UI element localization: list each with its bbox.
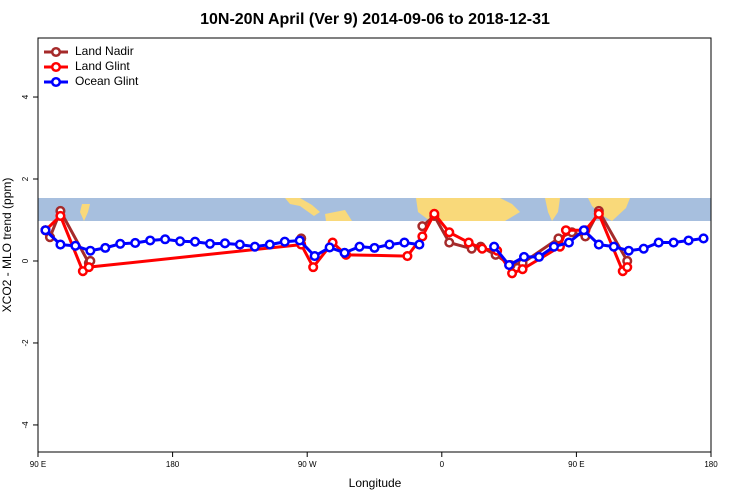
- point: [504, 260, 515, 271]
- legend-label: Land Nadir: [75, 44, 134, 58]
- point: [563, 237, 574, 248]
- point: [384, 239, 395, 250]
- point: [560, 225, 571, 236]
- point: [324, 242, 335, 253]
- point: [668, 237, 679, 248]
- point: [399, 237, 410, 248]
- point: [279, 236, 290, 247]
- legend-swatch-point: [50, 76, 62, 88]
- x-axis-label: Longitude: [349, 476, 402, 490]
- point: [444, 237, 455, 248]
- point: [264, 239, 275, 250]
- x-tick-label: 180: [166, 460, 180, 469]
- point: [234, 239, 245, 250]
- point: [145, 235, 156, 246]
- point: [444, 227, 455, 238]
- point: [548, 241, 560, 252]
- legend-swatch-point: [50, 46, 62, 58]
- point: [308, 262, 319, 273]
- point: [593, 208, 604, 219]
- legend-label: Ocean Glint: [75, 74, 139, 88]
- point: [683, 235, 694, 246]
- point: [402, 251, 413, 262]
- y-tick-label: 4: [21, 94, 30, 99]
- chart-title: 10N-20N April (Ver 9) 2014-09-06 to 2018…: [200, 11, 550, 28]
- point: [622, 262, 633, 273]
- point: [593, 239, 604, 250]
- x-tick-label: 90 W: [298, 460, 317, 469]
- point: [417, 231, 428, 242]
- point: [294, 235, 305, 246]
- point: [369, 242, 380, 253]
- point: [608, 241, 619, 252]
- point: [638, 243, 649, 254]
- point: [85, 245, 96, 256]
- point: [653, 237, 664, 248]
- y-axis-label: XCO2 - MLO trend (ppm): [0, 178, 14, 313]
- point: [55, 239, 66, 250]
- point: [477, 243, 488, 254]
- point: [55, 210, 66, 221]
- point: [339, 247, 350, 258]
- point: [83, 262, 94, 273]
- y-tick-label: -2: [21, 339, 30, 347]
- point: [519, 251, 530, 262]
- x-tick-label: 180: [704, 460, 718, 469]
- point: [429, 208, 440, 219]
- x-tick-label: 90 E: [568, 460, 584, 469]
- point: [100, 242, 111, 253]
- point: [115, 238, 126, 249]
- point: [623, 245, 634, 256]
- point: [309, 251, 320, 262]
- point: [40, 225, 51, 236]
- point: [189, 236, 201, 247]
- point: [463, 237, 474, 248]
- point: [175, 236, 186, 247]
- y-tick-label: 2: [21, 176, 30, 181]
- point: [354, 241, 365, 252]
- point: [204, 238, 216, 249]
- point: [698, 233, 709, 244]
- point: [578, 225, 589, 236]
- point: [507, 268, 518, 279]
- point: [70, 240, 81, 251]
- point: [517, 264, 528, 275]
- plot-frame: [37, 37, 712, 453]
- x-tick-label: 90 E: [30, 460, 46, 469]
- point: [130, 237, 141, 249]
- legend-label: Land Glint: [75, 59, 130, 73]
- point: [533, 251, 545, 262]
- y-tick-label: 0: [21, 258, 30, 263]
- point: [160, 234, 171, 245]
- point: [249, 241, 260, 252]
- point: [414, 239, 425, 250]
- point: [489, 241, 500, 252]
- point: [219, 238, 230, 249]
- x-tick-label: 0: [440, 460, 445, 469]
- map-band: [38, 198, 711, 221]
- legend-swatch-point: [50, 61, 62, 73]
- y-tick-label: -4: [21, 421, 30, 429]
